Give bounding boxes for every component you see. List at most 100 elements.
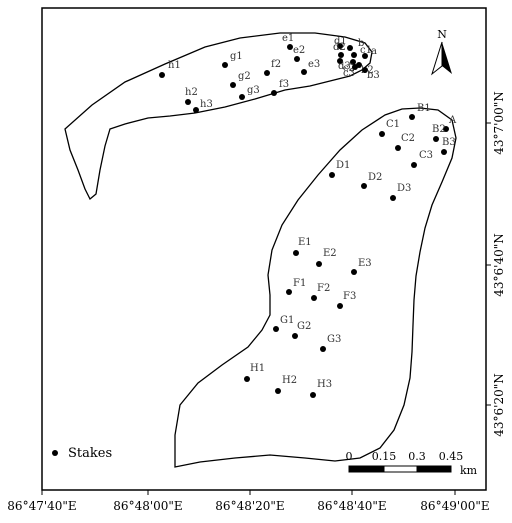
stake-marker-e3 bbox=[301, 69, 307, 75]
stake-label-d2: d2 bbox=[333, 42, 346, 53]
stake-marker-D1 bbox=[329, 172, 335, 178]
stake-marker-H3 bbox=[310, 392, 316, 398]
stake-marker-G1 bbox=[273, 326, 279, 332]
stake-label-G1: G1 bbox=[280, 315, 294, 326]
stake-marker-C2 bbox=[395, 145, 401, 151]
stake-marker-C1 bbox=[379, 131, 385, 137]
stake-label-h3: h3 bbox=[200, 99, 213, 110]
stake-marker-E3 bbox=[351, 269, 357, 275]
stake-label-B3: B3 bbox=[442, 137, 456, 148]
stake-label-E1: E1 bbox=[298, 237, 312, 248]
stake-label-C1: C1 bbox=[386, 119, 400, 130]
stake-marker-H1 bbox=[244, 376, 250, 382]
north-label: N bbox=[437, 28, 447, 41]
stake-label-H1: H1 bbox=[250, 363, 265, 374]
stake-marker-e1 bbox=[287, 44, 293, 50]
stake-label-F3: F3 bbox=[343, 291, 356, 302]
x-tick-label-0: 86°47'40"E bbox=[7, 499, 76, 513]
glacier-outline-south bbox=[174, 107, 457, 468]
stake-label-b: b bbox=[358, 38, 364, 49]
stake-marker-h2 bbox=[185, 99, 191, 105]
stake-marker-F3 bbox=[337, 303, 343, 309]
stake-label-D1: D1 bbox=[336, 160, 350, 171]
north-arrow-icon bbox=[431, 41, 452, 76]
stake-label-d1: d1 bbox=[334, 36, 347, 47]
stake-label-D2: D2 bbox=[368, 172, 382, 183]
stake-label-B1: B1 bbox=[417, 103, 431, 114]
y-tick-label-0: 43°7'00"N bbox=[492, 91, 506, 155]
scale-bar bbox=[348, 465, 452, 473]
stake-label-c3: c3 bbox=[343, 68, 355, 79]
stake-label-c1: c1 bbox=[360, 45, 372, 56]
stake-marker-E2 bbox=[316, 261, 322, 267]
stake-label-H3: H3 bbox=[317, 379, 332, 390]
stake-marker-E1 bbox=[293, 250, 299, 256]
stake-marker-F2 bbox=[311, 295, 317, 301]
stake-label-a: a bbox=[371, 46, 377, 57]
stake-label-C2: C2 bbox=[401, 133, 415, 144]
stake-label-E2: E2 bbox=[323, 248, 337, 259]
stake-label-E3: E3 bbox=[358, 258, 372, 269]
stake-marker-h1 bbox=[159, 72, 165, 78]
stake-marker-e2 bbox=[294, 56, 300, 62]
x-axis-ticks bbox=[41, 490, 456, 495]
stake-marker-d1 bbox=[337, 43, 343, 49]
stake-label-A: A bbox=[448, 115, 457, 126]
map-frame bbox=[41, 7, 487, 491]
stakes-layer: h1g1e1d1bd2e2c1ad3c2b2e3f2c3b3g2f3h2g3h3… bbox=[159, 33, 457, 398]
x-tick-label-2: 86°48'20"E bbox=[215, 499, 284, 513]
stake-marker-b bbox=[347, 45, 353, 51]
stake-marker-A bbox=[443, 126, 449, 132]
stake-label-g1: g1 bbox=[230, 51, 243, 62]
stake-label-f3: f3 bbox=[279, 79, 289, 90]
stake-marker-B3 bbox=[441, 149, 447, 155]
stake-marker-f2 bbox=[264, 70, 270, 76]
scale-tick-0: 0 bbox=[346, 450, 353, 463]
x-tick-label-1: 86°48'00"E bbox=[113, 499, 182, 513]
stake-marker-d3 bbox=[337, 58, 343, 64]
scale-tick-3: 0.45 bbox=[439, 450, 464, 463]
stake-label-H2: H2 bbox=[282, 375, 297, 386]
stake-marker-B1 bbox=[409, 114, 415, 120]
stake-marker-g1 bbox=[222, 62, 228, 68]
stake-label-e3: e3 bbox=[308, 59, 320, 70]
stake-marker-c3 bbox=[352, 64, 358, 70]
scale-tick-1: 0.15 bbox=[372, 450, 397, 463]
stake-marker-B2 bbox=[433, 136, 439, 142]
stake-marker-d2 bbox=[338, 52, 344, 58]
stake-marker-h3 bbox=[193, 107, 199, 113]
stake-label-G2: G2 bbox=[297, 321, 311, 332]
stake-marker-c1 bbox=[351, 52, 357, 58]
stake-marker-G2 bbox=[292, 333, 298, 339]
stake-label-g3: g3 bbox=[247, 85, 260, 96]
stake-label-h1: h1 bbox=[168, 60, 181, 71]
y-axis-ticks bbox=[486, 122, 491, 406]
stake-label-C3: C3 bbox=[419, 150, 433, 161]
stake-marker-G3 bbox=[320, 346, 326, 352]
glacier-outline-north bbox=[64, 32, 373, 201]
stake-marker-b3 bbox=[362, 67, 368, 73]
stake-label-F1: F1 bbox=[293, 278, 306, 289]
y-tick-label-2: 43°6'20"N bbox=[492, 373, 506, 437]
stake-label-g2: g2 bbox=[238, 71, 251, 82]
stake-label-b3: b3 bbox=[367, 70, 380, 81]
legend-label: Stakes bbox=[68, 446, 112, 461]
x-tick-label-4: 86°49'00"E bbox=[420, 499, 489, 513]
stake-marker-H2 bbox=[275, 388, 281, 394]
stake-marker-D3 bbox=[390, 195, 396, 201]
stake-marker-g2 bbox=[230, 82, 236, 88]
stake-marker-D2 bbox=[361, 183, 367, 189]
stake-marker-g3 bbox=[239, 94, 245, 100]
stake-marker-a bbox=[362, 53, 368, 59]
stake-marker-f3 bbox=[271, 90, 277, 96]
stake-label-e2: e2 bbox=[293, 45, 305, 56]
stake-label-B2: B2 bbox=[432, 124, 446, 135]
stake-label-c2: c2 bbox=[343, 63, 355, 74]
scale-tick-2: 0.3 bbox=[408, 450, 426, 463]
scale-unit: km bbox=[460, 464, 478, 477]
stake-marker-c2 bbox=[350, 59, 356, 65]
stake-label-h2: h2 bbox=[185, 87, 198, 98]
stake-label-e1: e1 bbox=[282, 33, 294, 44]
y-tick-label-1: 43°6'40"N bbox=[492, 233, 506, 297]
